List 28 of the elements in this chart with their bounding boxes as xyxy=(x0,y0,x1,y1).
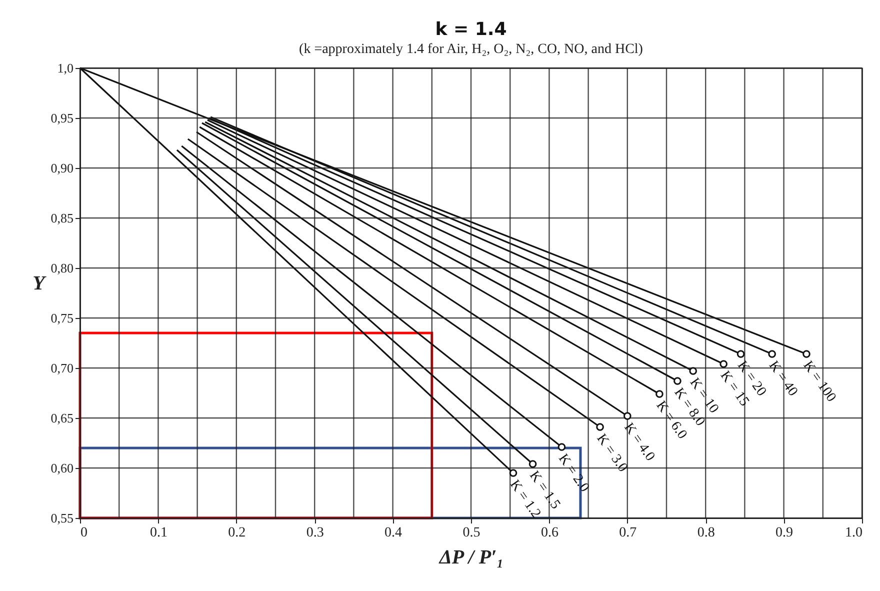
text: K = 2.0 xyxy=(555,452,592,496)
y-tick-label: 0,55 xyxy=(50,510,74,526)
x-tick-label: 0 xyxy=(80,526,88,540)
y-axis-title: Y xyxy=(32,272,47,294)
chart-title: k = 1.4 xyxy=(435,19,507,40)
x-axis-title: ΔP / P′₁ xyxy=(438,546,504,568)
x-tick-label: 0.8 xyxy=(697,526,715,540)
text: K = 100 xyxy=(800,358,839,405)
chart-subtitle: (k =approximately 1.4 for Air, H₂, O₂, N₂, CO, NO, and HCl) xyxy=(299,42,644,57)
y-tick-label: 0,60 xyxy=(50,460,74,476)
y-tick-label: 0,80 xyxy=(50,260,74,276)
x-tick-label: 0.9 xyxy=(776,526,794,540)
y-tick-label: 0,95 xyxy=(50,110,74,126)
text: K = 40 xyxy=(765,358,800,400)
y-tick-label: 1,0 xyxy=(57,60,74,76)
y-tick-label: 0,85 xyxy=(50,210,74,226)
y-tick-label: 0,70 xyxy=(50,360,74,376)
x-tick-label: 0.2 xyxy=(228,526,246,540)
y-tick-label: 0,90 xyxy=(50,160,74,176)
x-tick-label: 0.1 xyxy=(150,526,168,540)
x-tick-label: 0.7 xyxy=(619,526,637,540)
x-tick-label: 0.4 xyxy=(384,526,402,540)
x-tick-label: 0.3 xyxy=(306,526,324,540)
y-tick-label: 0,65 xyxy=(50,410,74,426)
y-tick-label: 0,75 xyxy=(50,310,74,326)
x-tick-label: 0.5 xyxy=(462,526,480,540)
x-tick-label: 0.6 xyxy=(540,526,558,540)
x-tick-label: 1.0 xyxy=(845,526,862,540)
